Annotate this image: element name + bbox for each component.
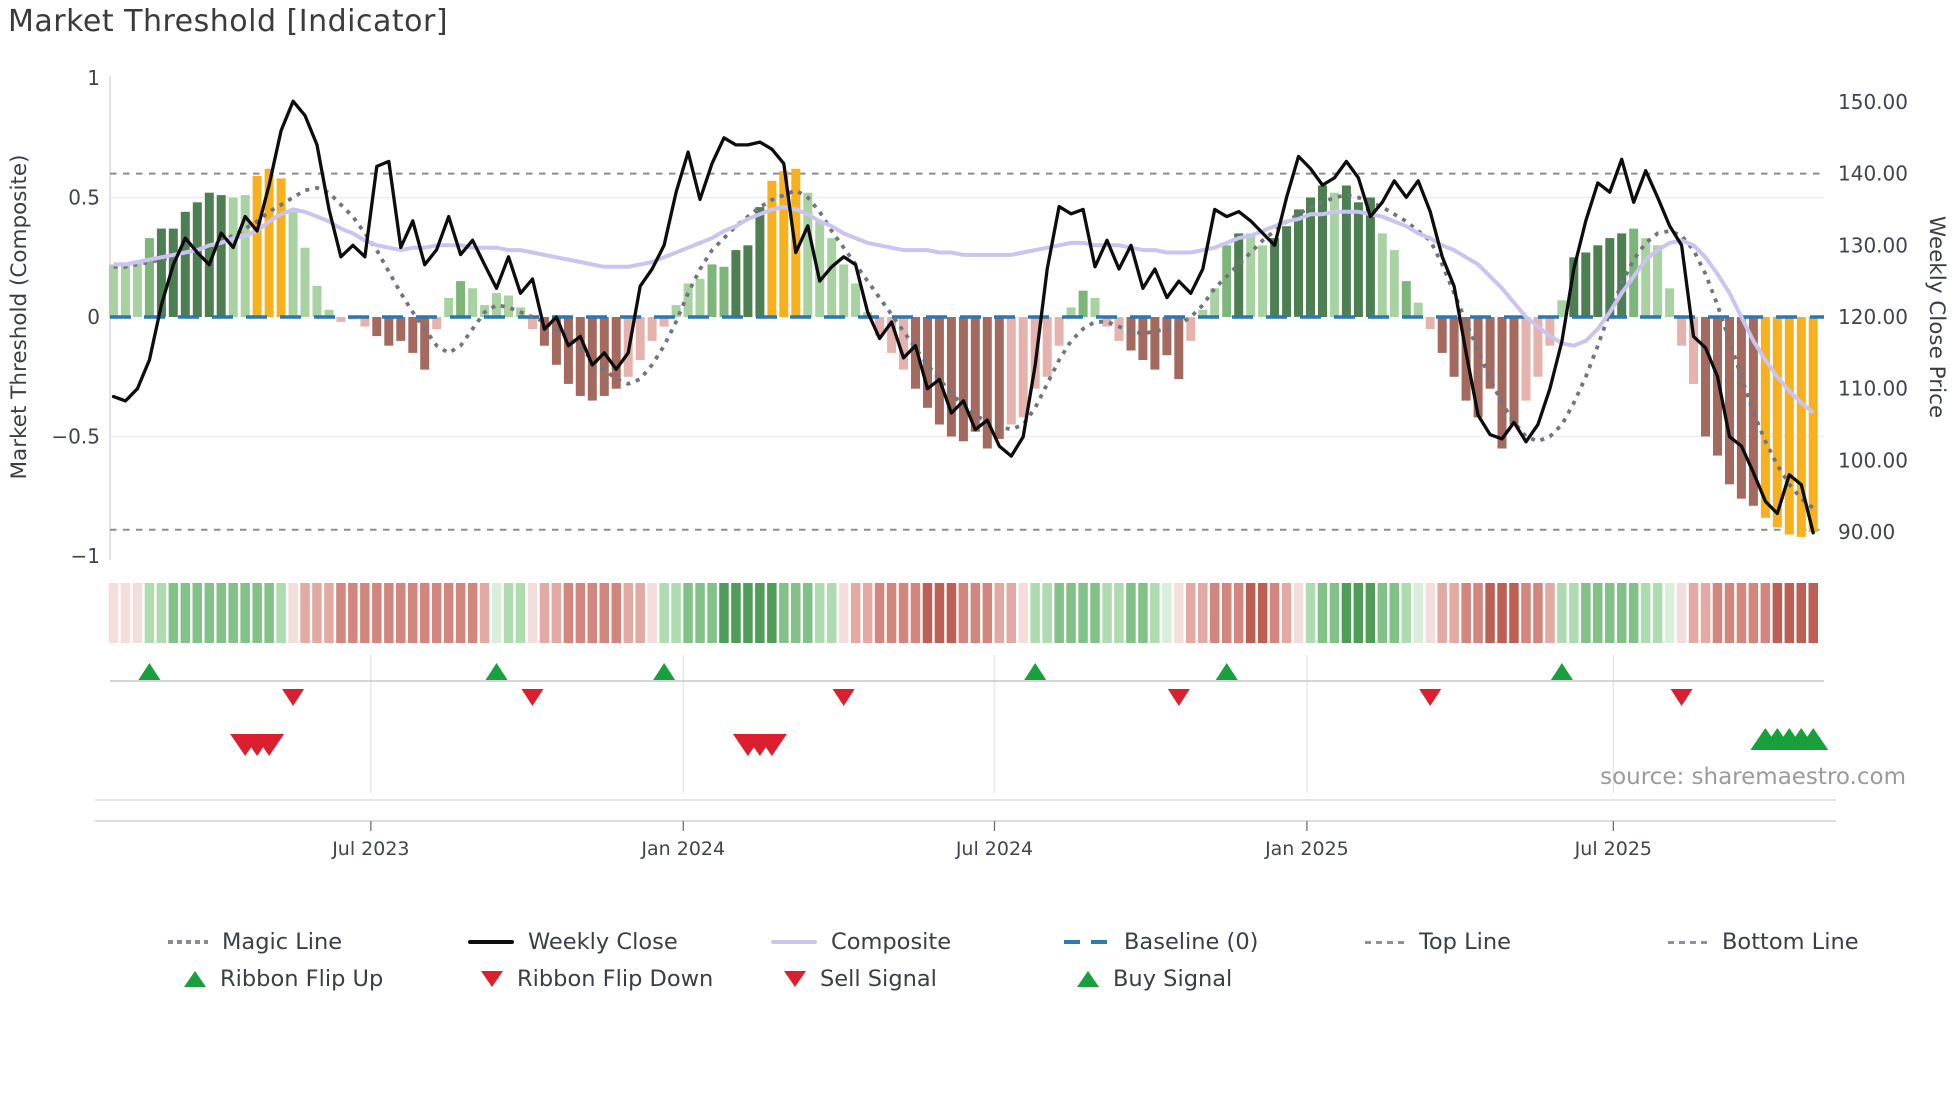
legend-label: Top Line <box>1419 929 1512 955</box>
legend-item-bottom-line: Bottom Line <box>1668 929 1859 955</box>
legend-item-composite: Composite <box>771 929 951 955</box>
svg-text:Jul 2024: Jul 2024 <box>955 838 1033 860</box>
legend-label: Ribbon Flip Up <box>220 966 384 992</box>
legend-item-buy-signal: Buy Signal <box>1077 966 1232 992</box>
legend-item-baseline: Baseline (0) <box>1064 929 1258 955</box>
composite-marker-icon <box>771 940 817 944</box>
legend-label: Sell Signal <box>820 966 937 992</box>
sell-signal-triangle-icon <box>784 971 806 987</box>
source-credit: source: sharemaestro.com <box>1600 764 1906 790</box>
x-axis: Jul 2023 Jan 2024 Jul 2024 Jan 2025 Jul 2025 <box>95 799 1836 860</box>
top-line-marker-icon <box>1365 940 1405 944</box>
svg-text:Jan 2025: Jan 2025 <box>1264 838 1349 860</box>
svg-text:100.00: 100.00 <box>1838 448 1908 472</box>
weekly-close-line <box>111 99 1815 535</box>
svg-text:150.00: 150.00 <box>1838 90 1908 114</box>
legend-label: Buy Signal <box>1113 966 1233 992</box>
legend-label: Weekly Close <box>528 929 678 955</box>
baseline-marker-icon <box>1064 940 1110 944</box>
flip-down-triangle-icon <box>481 971 503 987</box>
legend-item-ribbon-flip-up: Ribbon Flip Up <box>184 966 383 992</box>
composite-line <box>113 205 1815 415</box>
svg-text:1: 1 <box>87 66 100 90</box>
svg-text:120.00: 120.00 <box>1838 305 1908 329</box>
buy-signal-triangle-icon <box>1077 971 1099 987</box>
right-axis: 150.00 140.00 130.00 120.00 110.00 100.00 90.0… <box>1838 90 1949 544</box>
signal-gridlines <box>110 655 1824 793</box>
svg-text:Jan 2024: Jan 2024 <box>640 838 725 860</box>
svg-text:140.00: 140.00 <box>1838 162 1908 186</box>
svg-text:Weekly Close Price: Weekly Close Price <box>1924 216 1949 418</box>
svg-text:0.5: 0.5 <box>68 186 100 210</box>
legend-item-magic-line: Magic Line <box>168 929 342 955</box>
legend-label: Ribbon Flip Down <box>517 966 714 992</box>
svg-text:Jul 2025: Jul 2025 <box>1574 838 1652 860</box>
histogram-bars <box>109 168 1818 537</box>
ribbon-flip-down-markers <box>282 689 1693 706</box>
svg-text:Jul 2023: Jul 2023 <box>331 838 409 860</box>
legend-label: Magic Line <box>222 929 343 955</box>
page-title: Market Threshold [Indicator] <box>8 4 449 39</box>
svg-text:130.00: 130.00 <box>1838 233 1908 257</box>
svg-text:90.00: 90.00 <box>1838 520 1895 544</box>
ribbon-flip-up-markers <box>138 663 1573 680</box>
svg-text:110.00: 110.00 <box>1838 377 1908 401</box>
signal-panel: Jul 2023 Jan 2024 Jul 2024 Jan 2025 Jul 2025 <box>95 655 1836 860</box>
legend-label: Bottom Line <box>1722 929 1859 955</box>
legend-item-weekly-close: Weekly Close <box>468 929 678 955</box>
bottom-line-marker-icon <box>1668 940 1708 944</box>
legend-item-top-line: Top Line <box>1365 929 1511 955</box>
legend-label: Baseline (0) <box>1124 929 1259 955</box>
sell-signal-markers <box>230 734 787 756</box>
magic-line-marker-icon <box>168 940 208 944</box>
legend-item-ribbon-flip-down: Ribbon Flip Down <box>481 966 713 992</box>
legend-item-sell-signal: Sell Signal <box>784 966 937 992</box>
svg-text:−0.5: −0.5 <box>51 425 100 449</box>
svg-text:0: 0 <box>87 305 100 329</box>
legend-label: Composite <box>831 929 952 955</box>
weekly-close-marker-icon <box>468 940 514 944</box>
svg-text:−1: −1 <box>71 544 100 568</box>
magic-line <box>113 185 1815 510</box>
svg-text:Market Threshold (Composite): Market Threshold (Composite) <box>7 154 32 479</box>
flip-up-triangle-icon <box>184 971 206 987</box>
left-axis: 1 0.5 0 −0.5 −1 Market Threshold (Composite) <box>7 66 100 568</box>
buy-signal-markers <box>1750 728 1829 750</box>
ribbon-strip <box>108 583 1818 643</box>
